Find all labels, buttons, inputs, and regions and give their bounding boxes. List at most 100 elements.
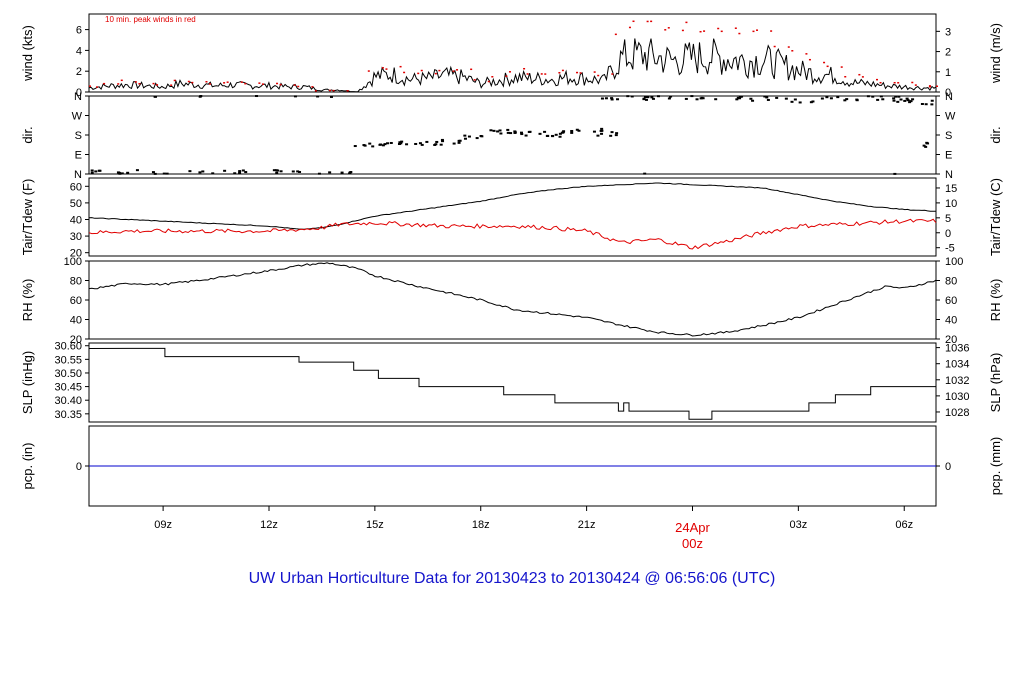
wind-direction-point [381,144,385,147]
peak-wind-point [628,26,631,29]
wind-direction-point [420,143,424,146]
wind-direction-point [626,95,630,98]
wind-direction-point [930,103,934,106]
wind-direction-point [255,95,259,98]
wind-direction-point [855,98,859,101]
peak-wind-point [258,82,261,84]
wind-direction-point [543,130,547,133]
peak-wind-point [611,73,614,75]
wind-direction-point [368,142,372,145]
wind-direction-point [656,95,660,98]
wind-direction-point [749,97,753,100]
wind-direction-point [644,98,648,101]
wind-direction-point [651,97,655,100]
y-tick-label-left: 30.35 [54,409,82,421]
peak-wind-point [311,86,314,88]
y-tick-label-right: 3 [945,26,951,38]
peak-wind-point [332,89,335,92]
wind-direction-point [467,135,471,138]
wind-direction-point [492,129,496,132]
peak-wind-point [240,81,243,83]
y-tick-label-left: 100 [64,256,82,268]
wind-direction-point [924,103,928,106]
peak-wind-point [646,20,649,23]
wind-direction-point [513,131,517,134]
peak-winds-note: 10 min. peak winds in red [105,15,196,24]
y-tick-label-right: 2 [945,47,951,59]
y-tick-label-right: 5 [945,213,951,225]
wind-direction-point [562,130,566,133]
wind-direction-point [441,140,445,143]
wind-direction-point [418,142,422,145]
wind-direction-point [353,145,357,148]
wind-direction-point [162,172,166,175]
peak-wind-point [367,70,370,72]
wind-direction-point [524,134,528,137]
wind-direction-point [650,96,654,99]
peak-wind-point [914,84,917,86]
wind-direction-point [439,143,443,146]
wind-direction-point [695,98,699,101]
peak-wind-point [420,69,423,72]
y-tick-label-left: 60 [70,295,82,307]
wind-direction-point [94,170,98,173]
peak-wind-point [297,85,300,88]
y-tick-label-right: 0 [945,228,951,240]
y-tick-label-left: 30.40 [54,395,82,407]
wind-direction-point [911,98,915,101]
y-tick-label-left: 80 [70,276,82,288]
peak-wind-point [261,83,264,85]
peak-wind-point [434,72,437,75]
wind-direction-point [90,169,94,172]
wind-direction-point [560,131,564,134]
wind-direction-point [793,98,797,101]
y-tick-label-right: 1036 [945,343,969,355]
y-tick-label-left: 6 [76,25,82,37]
wind-direction-point [440,138,444,141]
peak-wind-point [805,53,808,55]
wind-direction-point [527,130,531,133]
wind-direction-point [383,143,387,146]
peak-wind-point [152,82,155,85]
wind-direction-point [509,132,513,135]
y-tick-label-right: 60 [945,295,957,307]
y-tick-label-right: W [945,111,956,123]
wind-direction-point [223,169,227,172]
wind-direction-point [520,133,524,136]
y-tick-label-right: 40 [945,315,957,327]
peak-wind-point [96,86,99,88]
wind-direction-point [519,131,523,134]
wind-direction-point [879,95,883,98]
peak-wind-point [103,82,106,85]
wind-direction-point [600,127,604,130]
wind-direction-point [199,95,203,98]
y-tick-label-right: 80 [945,276,957,288]
peak-wind-point [579,72,582,74]
wind-direction-point [775,96,779,99]
peak-wind-point [205,80,208,83]
peak-wind-point [593,71,596,73]
peak-wind-point [508,71,511,73]
y-axis-label-left: SLP (inHg) [20,351,35,414]
y-tick-label-right: 100 [945,256,963,268]
wind-direction-point [296,170,300,173]
y-tick-label-right: N [945,91,953,103]
peak-wind-point [346,90,349,92]
wind-direction-point [836,96,840,99]
y-tick-label-right: 1032 [945,375,969,387]
peak-wind-point [191,81,194,84]
y-tick-label-right: N [945,169,953,181]
wind-direction-point [458,139,462,142]
wind-direction-point [425,140,429,143]
peak-wind-point [667,27,670,29]
peak-wind-point [223,82,226,84]
wind-direction-point [592,130,596,133]
peak-wind-point [89,85,91,87]
wind-direction-point [118,172,122,175]
peak-wind-point [314,90,317,92]
wind-direction-point [546,134,550,137]
wind-direction-point [316,95,320,98]
wind-direction-point [643,172,647,175]
peak-wind-point [156,84,159,86]
y-tick-label-left: 4 [76,45,82,57]
